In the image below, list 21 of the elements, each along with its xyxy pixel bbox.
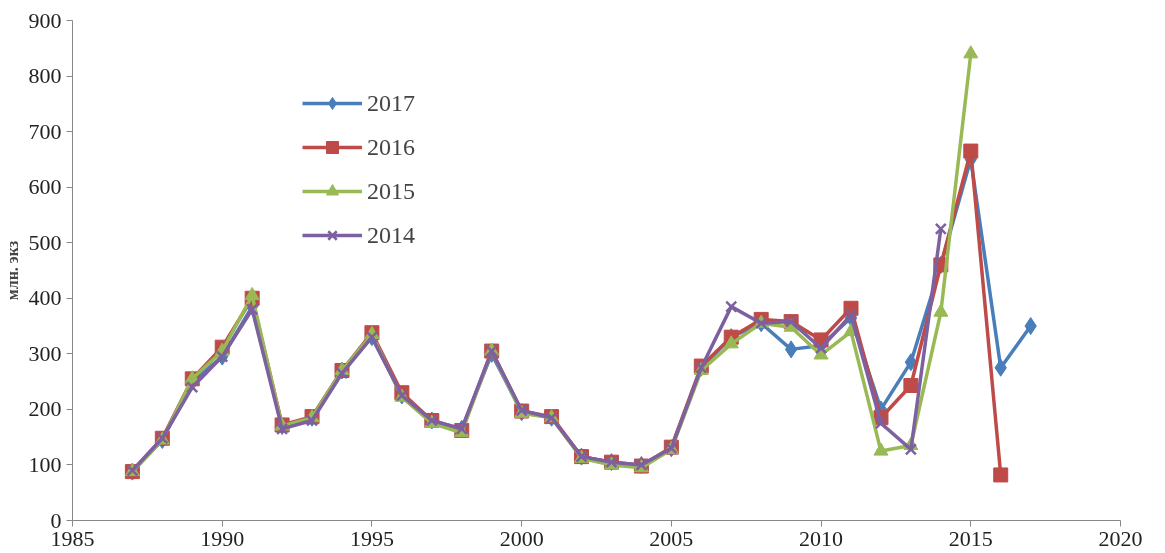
x-tick-label: 1990 xyxy=(200,525,245,551)
y-tick-label: 700 xyxy=(28,118,62,144)
legend-label: 2015 xyxy=(367,177,415,205)
y-tick-label: 300 xyxy=(28,340,62,366)
y-axis-title: млн. экз xyxy=(3,240,21,301)
x-tick-label: 2015 xyxy=(948,525,993,551)
y-tick-label: 600 xyxy=(28,174,62,200)
y-tick-label: 200 xyxy=(28,396,62,422)
x-tick-label: 2000 xyxy=(499,525,544,551)
legend-label: 2014 xyxy=(367,221,415,249)
y-tick-label: 100 xyxy=(28,451,62,477)
legend-label: 2016 xyxy=(367,133,415,161)
x-tick-label: 2020 xyxy=(1098,525,1143,551)
legend-label: 2017 xyxy=(367,89,415,117)
y-tick-label: 800 xyxy=(28,63,62,89)
x-tick-label: 2010 xyxy=(799,525,844,551)
y-tick-label: 400 xyxy=(28,285,62,311)
y-tick-label: 900 xyxy=(28,7,62,33)
x-tick-label: 2005 xyxy=(649,525,694,551)
x-tick-label: 1995 xyxy=(349,525,394,551)
y-tick-label: 500 xyxy=(28,229,62,255)
